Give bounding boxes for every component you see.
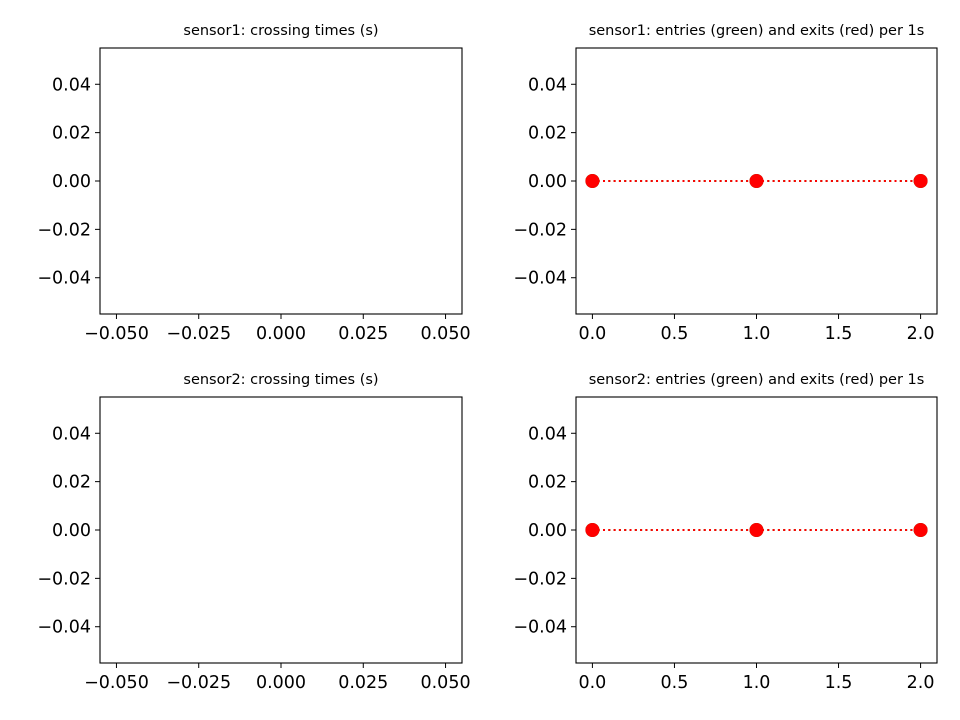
y-tick-label: 0.00 <box>528 172 567 192</box>
x-tick-label: 0.000 <box>256 673 306 693</box>
x-tick-label: −0.050 <box>84 673 149 693</box>
data-point <box>585 174 600 188</box>
y-tick-label: −0.04 <box>513 269 567 289</box>
y-tick-label: 0.02 <box>52 124 91 144</box>
chart-title: sensor2: entries (green) and exits (red)… <box>589 372 925 388</box>
y-tick-label: −0.02 <box>513 569 567 589</box>
data-point <box>913 174 928 188</box>
y-tick-label: 0.00 <box>52 172 91 192</box>
x-tick-label: 1.5 <box>825 324 853 344</box>
x-tick-label: 0.025 <box>338 673 388 693</box>
x-tick-label: 0.0 <box>578 673 606 693</box>
x-tick-label: 1.0 <box>743 324 771 344</box>
data-point <box>913 523 928 537</box>
x-tick-label: 1.5 <box>825 673 853 693</box>
x-tick-label: 0.050 <box>420 673 470 693</box>
y-tick-label: −0.02 <box>37 569 91 589</box>
y-tick-label: 0.04 <box>528 424 567 444</box>
data-point <box>585 523 600 537</box>
y-tick-label: 0.02 <box>52 473 91 493</box>
x-tick-label: 0.5 <box>661 673 689 693</box>
y-tick-label: −0.04 <box>37 269 91 289</box>
y-tick-label: 0.02 <box>528 124 567 144</box>
x-tick-label: 0.025 <box>338 324 388 344</box>
data-point <box>749 174 764 188</box>
x-tick-label: 0.050 <box>420 324 470 344</box>
x-tick-label: 0.0 <box>578 324 606 344</box>
y-tick-label: 0.00 <box>528 521 567 541</box>
chart-title: sensor1: crossing times (s) <box>183 23 378 39</box>
x-tick-label: −0.025 <box>166 324 231 344</box>
subplot-sensor1-entries-exits: sensor1: entries (green) and exits (red)… <box>513 23 938 344</box>
y-tick-label: 0.04 <box>52 424 91 444</box>
y-tick-label: 0.04 <box>528 75 567 95</box>
chart-title: sensor2: crossing times (s) <box>183 372 378 388</box>
subplot-sensor2-crossing-times: sensor2: crossing times (s) −0.050 −0.025… <box>37 372 470 693</box>
x-tick-label: 0.000 <box>256 324 306 344</box>
y-tick-label: −0.04 <box>513 618 567 638</box>
y-tick-label: −0.02 <box>513 220 567 240</box>
subplot-sensor2-entries-exits: sensor2: entries (green) and exits (red)… <box>513 372 938 693</box>
x-tick-label: −0.025 <box>166 673 231 693</box>
y-tick-label: −0.02 <box>37 220 91 240</box>
x-tick-label: 2.0 <box>907 673 935 693</box>
y-tick-label: 0.04 <box>52 75 91 95</box>
y-tick-label: 0.00 <box>52 521 91 541</box>
y-tick-label: −0.04 <box>37 618 91 638</box>
chart-title: sensor1: entries (green) and exits (red)… <box>589 23 925 39</box>
y-tick-label: 0.02 <box>528 473 567 493</box>
x-tick-label: −0.050 <box>84 324 149 344</box>
x-tick-label: 1.0 <box>743 673 771 693</box>
x-tick-label: 0.5 <box>661 324 689 344</box>
x-tick-label: 2.0 <box>907 324 935 344</box>
data-point <box>749 523 764 537</box>
subplot-sensor1-crossing-times: sensor1: crossing times (s) −0.050 −0.025… <box>37 23 470 344</box>
